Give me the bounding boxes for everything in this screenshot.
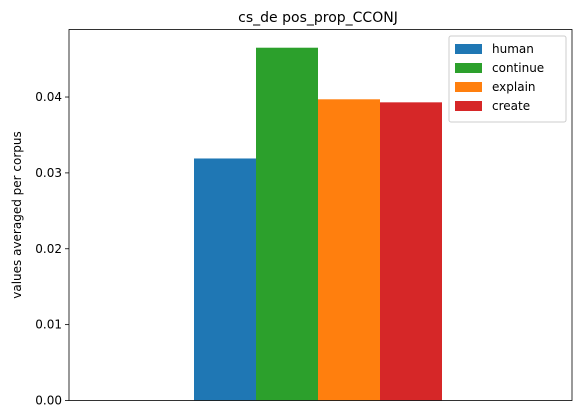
legend-swatch-create bbox=[455, 101, 482, 111]
y-tick-label: 0.04 bbox=[35, 90, 62, 104]
bar-human bbox=[194, 158, 256, 401]
y-tick-label: 0.00 bbox=[35, 394, 62, 408]
legend-label-human: human bbox=[492, 42, 534, 56]
legend-swatch-continue bbox=[455, 63, 482, 73]
legend-box bbox=[448, 35, 567, 123]
y-tick-label: 0.01 bbox=[35, 318, 62, 332]
bars-layer bbox=[194, 47, 442, 401]
legend-label-explain: explain bbox=[492, 80, 536, 94]
legend-swatch-explain bbox=[455, 82, 482, 92]
legend-label-create: create bbox=[492, 99, 530, 113]
y-axis-label: values averaged per corpus bbox=[10, 131, 24, 299]
bar-create bbox=[380, 102, 442, 401]
legend-label-continue: continue bbox=[492, 61, 544, 75]
legend-swatch-human bbox=[455, 44, 482, 54]
chart-title: cs_de pos_prop_CCONJ bbox=[238, 10, 398, 26]
legend: human continue explain create bbox=[448, 35, 567, 123]
bar-continue bbox=[256, 47, 318, 401]
y-tick-label: 0.02 bbox=[35, 242, 62, 256]
bar-explain bbox=[318, 99, 380, 401]
y-tick-label: 0.03 bbox=[35, 166, 62, 180]
y-ticks: 0.00 0.01 0.02 0.03 0.04 bbox=[35, 90, 69, 408]
plot-frame bbox=[68, 29, 573, 401]
